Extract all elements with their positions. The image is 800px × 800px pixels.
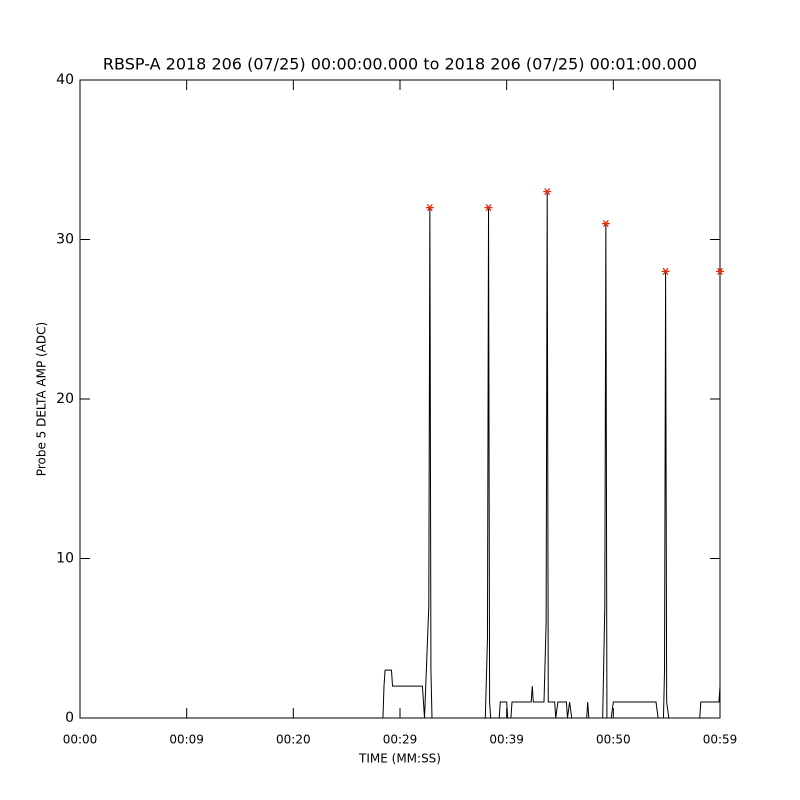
y-tick-label: 20 (56, 391, 74, 407)
plot-frame (79, 79, 721, 719)
peak-marker (601, 219, 610, 228)
y-tick-label: 40 (56, 72, 74, 88)
peak-marker (484, 204, 493, 212)
x-tick-label: 00:00 (63, 733, 98, 747)
x-tick-label: 00:29 (383, 733, 418, 747)
trace-line (80, 191, 721, 719)
y-tick-label: 0 (65, 710, 74, 726)
x-tick-label: 00:20 (276, 733, 311, 747)
peak-marker (716, 267, 724, 275)
y-axis-label: Probe 5 DELTA AMP (ADC) (35, 322, 49, 476)
x-axis-label: TIME (MM:SS) (358, 752, 441, 766)
x-tick-label: 00:09 (169, 733, 204, 747)
y-tick-label: 10 (56, 551, 74, 567)
x-tick-label: 00:50 (596, 733, 631, 747)
peak-marker (425, 204, 434, 212)
peak-marker (543, 188, 552, 196)
x-tick-label: 00:39 (489, 733, 524, 747)
chart-title: RBSP-A 2018 206 (07/25) 00:00:00.000 to … (103, 55, 697, 74)
x-tick-label: 00:59 (703, 733, 738, 747)
peak-marker (661, 267, 670, 275)
y-tick-label: 30 (56, 232, 74, 248)
